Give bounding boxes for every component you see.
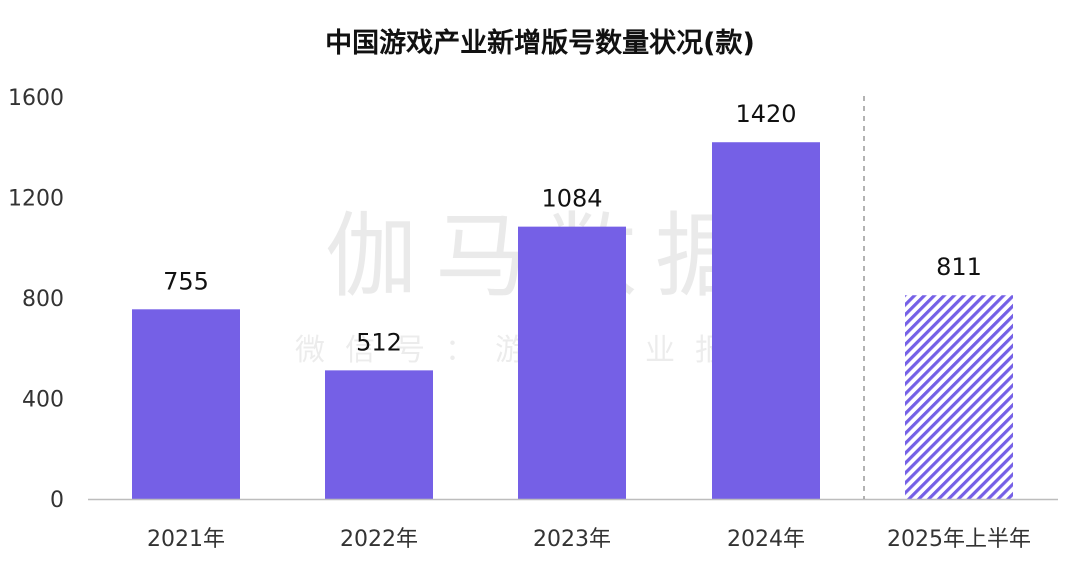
bar [325, 370, 433, 499]
data-label: 512 [356, 328, 402, 356]
data-label: 1420 [735, 100, 796, 128]
data-label: 811 [936, 253, 982, 281]
y-tick-label: 400 [22, 388, 64, 413]
data-label: 1084 [541, 185, 602, 213]
x-tick-label: 2021年 [147, 527, 225, 552]
x-tick-label: 2025年上半年 [887, 527, 1031, 552]
bar [905, 295, 1013, 499]
bar [712, 142, 820, 499]
y-tick-label: 800 [22, 287, 64, 312]
chart-title: 中国游戏产业新增版号数量状况(款) [325, 27, 755, 59]
x-tick-label: 2023年 [533, 527, 611, 552]
x-tick-label: 2022年 [340, 527, 418, 552]
bar [518, 226, 626, 499]
value-labels: 755 512 1084 1420 811 [163, 100, 982, 356]
bars [132, 142, 1013, 499]
x-tick-label: 2024年 [727, 527, 805, 552]
y-axis-ticks: 0 400 800 1200 1600 [8, 86, 64, 513]
bar [132, 309, 240, 499]
y-tick-label: 0 [50, 488, 64, 513]
x-axis-labels: 2021年 2022年 2023年 2024年 2025年上半年 [147, 527, 1031, 552]
y-tick-label: 1600 [8, 86, 64, 111]
y-tick-label: 1200 [8, 187, 64, 212]
data-label: 755 [163, 267, 209, 295]
